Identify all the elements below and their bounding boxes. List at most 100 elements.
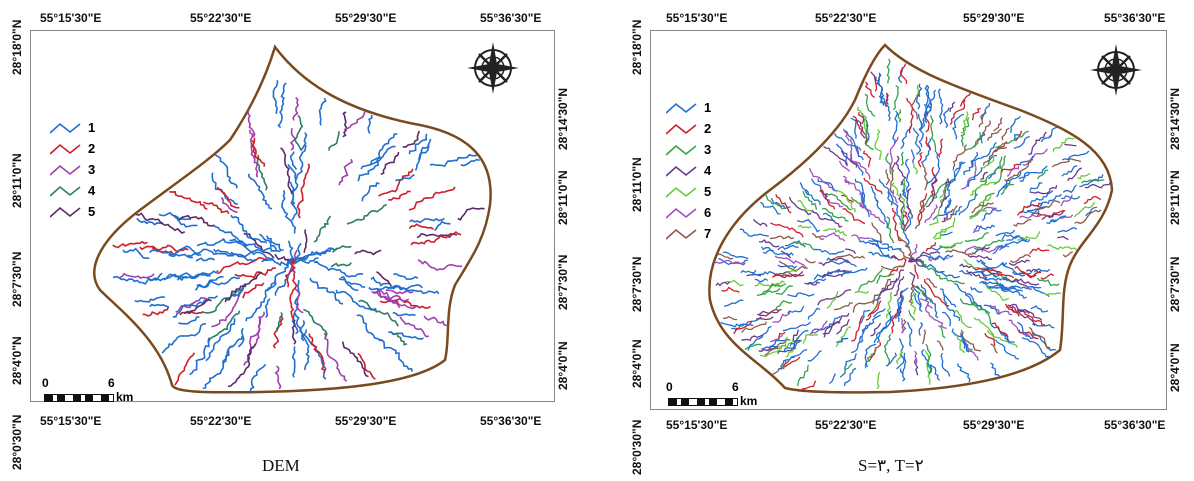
stream-segment [986, 128, 1003, 141]
stream-segment [855, 119, 866, 139]
stream-segment [230, 250, 275, 260]
stream-segment [777, 339, 801, 355]
stream-segment [1002, 278, 1032, 290]
stream-segment [1017, 321, 1034, 340]
stream-segment [207, 310, 241, 343]
stream-segment [292, 257, 319, 264]
stream-segment [956, 363, 971, 383]
stream-segment [722, 251, 749, 260]
top-tick-label: 55°29'30"E [963, 11, 1025, 25]
stream-segment [787, 268, 799, 274]
legend-item: 4 [50, 183, 95, 198]
stream-segment [925, 242, 937, 252]
stream-segment [229, 238, 281, 253]
stream-segment [984, 276, 1009, 281]
stream-segment [870, 71, 878, 82]
stream-segment [368, 283, 423, 291]
stream-segment [921, 162, 928, 191]
stream-segment [713, 259, 746, 266]
legend-item: 2 [50, 141, 95, 156]
stream-segment [920, 254, 932, 259]
stream-segment [303, 308, 328, 337]
stream-segment [189, 337, 210, 376]
stream-segment [941, 208, 954, 223]
stream-segment [220, 196, 238, 214]
stream-segment [294, 114, 304, 151]
stream-segment [740, 269, 757, 274]
legend-swatch [50, 185, 81, 197]
stream-segment [849, 154, 871, 180]
stream-segment [924, 204, 938, 224]
stream-segment [202, 345, 234, 390]
stream-segment [886, 58, 891, 84]
stream-segment [380, 151, 400, 176]
stream-segment [1006, 165, 1020, 177]
stream-segment [313, 215, 332, 243]
stream-segment [787, 292, 815, 298]
stream-segment [172, 295, 218, 318]
stream-segment [880, 263, 906, 271]
stream-segment [1061, 165, 1078, 177]
stream-segment [1058, 214, 1074, 219]
stream-segment [1081, 179, 1105, 184]
stream-segment [414, 143, 430, 171]
stream-segment [990, 362, 1001, 378]
scale-six: 6 [108, 376, 115, 390]
stream-segment [1029, 247, 1050, 255]
stream-segment [1018, 329, 1039, 340]
stream-segment [1017, 231, 1041, 241]
stream-segment [1057, 235, 1069, 241]
watershed-boundary [93, 44, 492, 394]
watershed-boundary [708, 43, 1114, 394]
stream-segment [161, 323, 207, 354]
stream-segment [754, 278, 769, 283]
stream-segment [1085, 206, 1098, 217]
stream-segment [897, 295, 904, 322]
stream-segment [823, 145, 848, 167]
stream-segment [721, 286, 740, 293]
stream-segment [213, 248, 256, 263]
stream-segment [1018, 165, 1048, 180]
stream-segment [938, 88, 944, 125]
stream-segment [913, 358, 919, 376]
stream-segment [969, 181, 996, 197]
stream-segment [979, 280, 1007, 291]
stream-segment [291, 319, 297, 345]
stream-segment [976, 259, 986, 265]
stream-segment [247, 110, 256, 138]
stream-segment [892, 110, 899, 144]
stream-segment [1001, 233, 1028, 242]
stream-segment [360, 133, 398, 170]
stream-segment [914, 264, 919, 279]
stream-segment [759, 336, 789, 358]
stream-segment [842, 208, 866, 225]
stream-segment [1000, 287, 1027, 300]
stream-segment [1061, 195, 1081, 200]
right-caption: S=۳, T=۲ [858, 456, 924, 475]
legend-swatch [666, 144, 697, 156]
stream-segment [801, 380, 817, 390]
scale-unit: km [740, 394, 758, 408]
stream-segment [926, 151, 941, 185]
stream-segment [292, 97, 300, 121]
stream-segment [944, 205, 958, 221]
stream-segment [926, 173, 937, 208]
stream-segment [284, 259, 296, 288]
stream-segment [914, 350, 918, 365]
stream-segment [818, 257, 850, 267]
stream-segment [923, 103, 928, 124]
legend-swatch [50, 206, 81, 218]
stream-segment [194, 275, 224, 291]
stream-segment [857, 268, 883, 291]
stream-segment [819, 272, 845, 278]
scale-six: 6 [732, 380, 739, 394]
stream-segment [861, 191, 870, 217]
stream-segment [921, 329, 926, 345]
stream-segment [943, 199, 952, 214]
stream-segment [945, 249, 973, 256]
stream-segment [802, 191, 818, 210]
stream-segment [865, 300, 882, 321]
stream-segment [807, 307, 821, 320]
stream-segment [277, 82, 287, 129]
stream-segment [142, 306, 170, 317]
